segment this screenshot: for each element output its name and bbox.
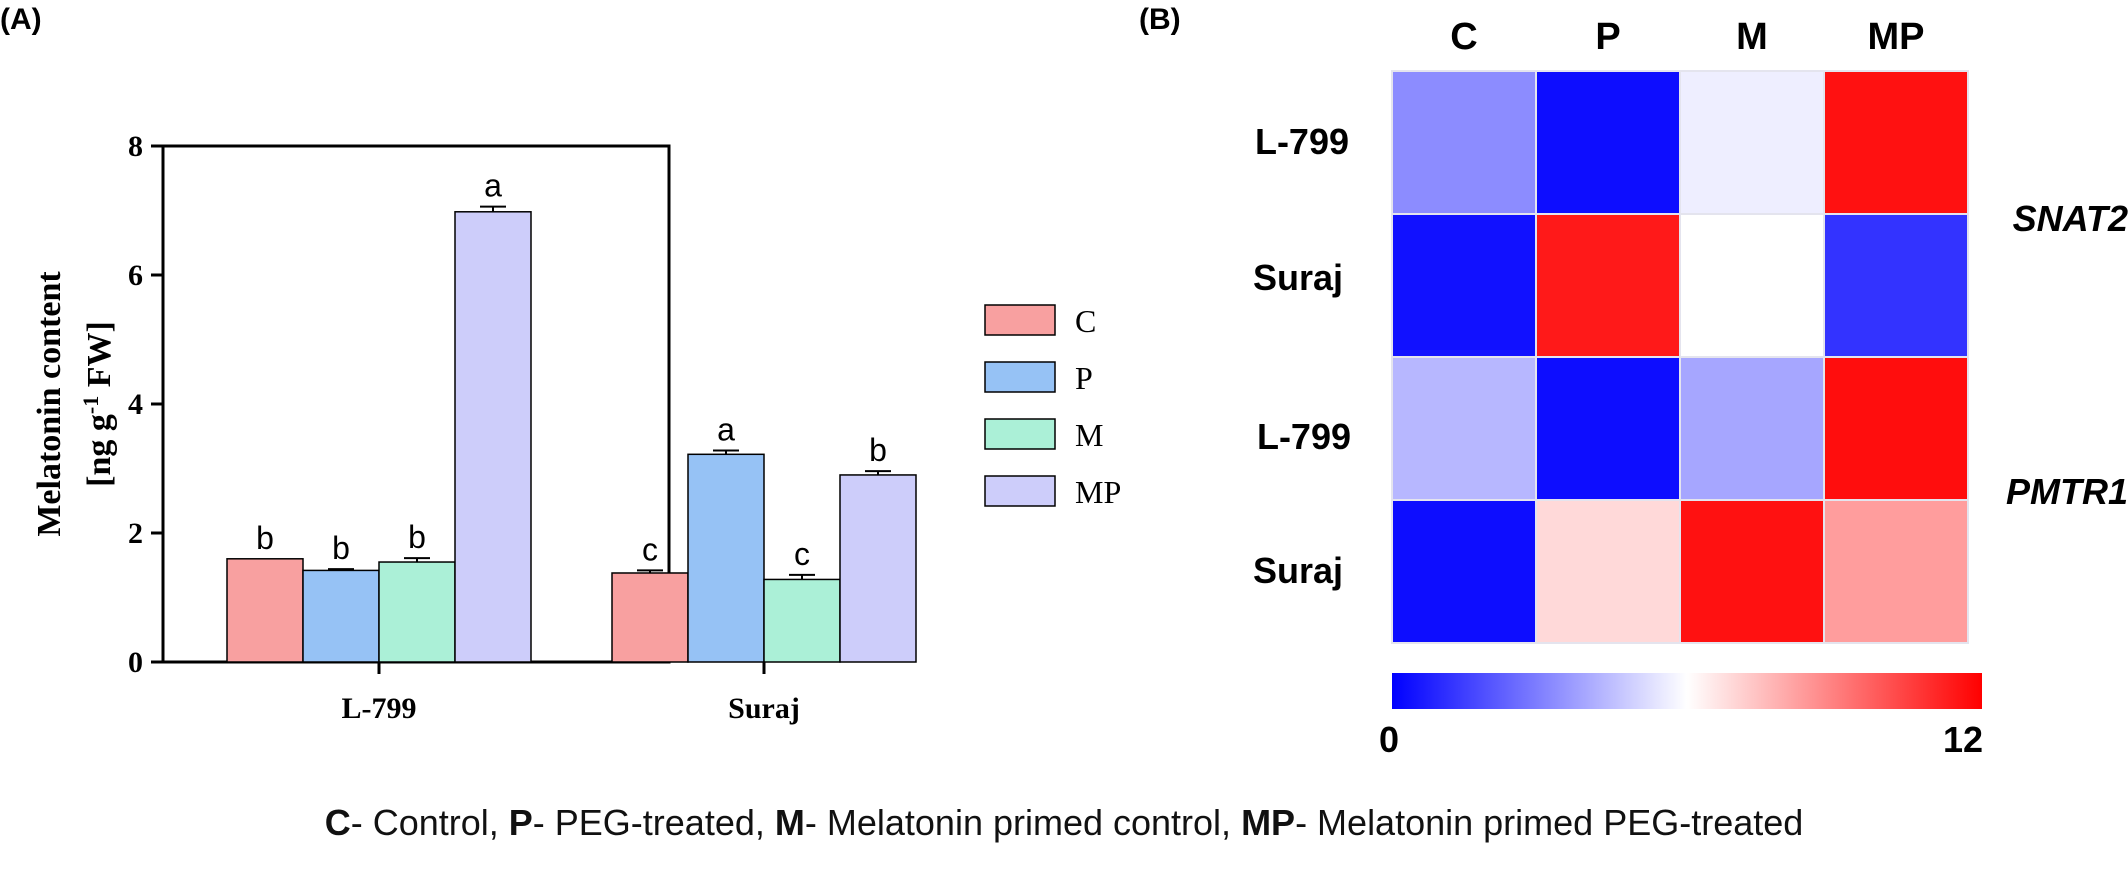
y-tick-label: 0 bbox=[128, 646, 143, 679]
caption-text: - PEG-treated, bbox=[532, 802, 775, 843]
significance-letter: b bbox=[256, 520, 274, 556]
caption-text: - Control, bbox=[350, 802, 509, 843]
legend-swatch-MP bbox=[984, 475, 1056, 507]
heatmap-gene-labels: SNAT2 PMTR1 bbox=[2006, 198, 2128, 512]
y-tick-label: 4 bbox=[128, 388, 143, 421]
heatmap-cell bbox=[1679, 356, 1825, 501]
legend-swatch-M bbox=[984, 418, 1056, 450]
heatmap-cell bbox=[1391, 499, 1537, 644]
bar-MP-L-799 bbox=[454, 211, 532, 663]
panel-a-label: (A) bbox=[0, 3, 42, 36]
significance-letter: b bbox=[332, 530, 350, 566]
legend-label-M: M bbox=[1075, 417, 1103, 453]
bar-M-L-799 bbox=[378, 561, 456, 663]
y-unit-open: [ng g bbox=[81, 414, 118, 487]
bar-series: b b b a c a c b bbox=[226, 168, 917, 663]
heatmap-cell bbox=[1679, 70, 1825, 215]
y-tick-label: 8 bbox=[128, 130, 143, 163]
caption-text: - Melatonin primed control, bbox=[804, 802, 1242, 843]
caption-key-MP: MP bbox=[1241, 802, 1296, 843]
significance-letter: c bbox=[794, 536, 810, 572]
panel-b-label: (B) bbox=[1139, 3, 1181, 36]
bar-MP-Suraj bbox=[839, 474, 917, 663]
significance-letter: a bbox=[484, 168, 502, 204]
legend: CPM MP bbox=[984, 303, 1121, 510]
y-tick-label: 2 bbox=[128, 517, 143, 550]
legend-label-P: P bbox=[1075, 360, 1093, 396]
heatmap-cell bbox=[1823, 356, 1969, 501]
legend-swatch-C bbox=[984, 304, 1056, 336]
heatmap-row-label: Suraj bbox=[1253, 550, 1343, 591]
caption-key-P: P bbox=[508, 802, 533, 843]
significance-letter: b bbox=[869, 432, 887, 468]
heatmap-row-label: Suraj bbox=[1253, 257, 1343, 298]
heatmap-cell bbox=[1679, 499, 1825, 644]
x-category-label: L-799 bbox=[342, 692, 417, 725]
bar-chart: 0 2 4 6 8 b b b a c a c b L-799 Suraj Melatonin cont… bbox=[31, 130, 1121, 725]
heatmap-row-label: L-799 bbox=[1255, 121, 1349, 162]
heatmap-cell bbox=[1679, 213, 1825, 358]
bar-M-Suraj bbox=[763, 578, 841, 663]
legend-label-C: C bbox=[1075, 303, 1096, 339]
bar-C-Suraj bbox=[611, 572, 689, 663]
x-axis: L-799 Suraj bbox=[342, 662, 800, 725]
x-category-label: Suraj bbox=[728, 692, 800, 725]
legend-swatch-P bbox=[984, 361, 1056, 393]
y-axis-title: Melatonin content bbox=[31, 271, 68, 537]
heatmap-cells bbox=[1391, 70, 1969, 644]
heatmap-row-label: L-799 bbox=[1257, 416, 1351, 457]
y-tick-label: 6 bbox=[128, 259, 143, 292]
heatmap-cell bbox=[1823, 499, 1969, 644]
heatmap-cell bbox=[1391, 70, 1537, 215]
y-unit-close: FW] bbox=[81, 321, 118, 396]
colorbar-max-label: 12 bbox=[1943, 719, 1983, 760]
heatmap-cell bbox=[1823, 213, 1969, 358]
bar-P-L-799 bbox=[302, 569, 380, 663]
heatmap-cell bbox=[1535, 356, 1681, 501]
heatmap-cell bbox=[1391, 213, 1537, 358]
colorbar-min-label: 0 bbox=[1379, 719, 1399, 760]
caption-text: - Melatonin primed PEG-treated bbox=[1295, 802, 1804, 843]
heatmap-cell bbox=[1535, 70, 1681, 215]
legend-label-MP: MP bbox=[1075, 474, 1121, 510]
heatmap-cell bbox=[1823, 70, 1969, 215]
bar-C-L-799 bbox=[226, 558, 304, 663]
heatmap-column-label: M bbox=[1736, 16, 1768, 58]
gene-label: SNAT2 bbox=[2013, 198, 2128, 239]
gene-label: PMTR1 bbox=[2006, 471, 2128, 512]
y-axis-unit: [ng g-1 FW] bbox=[78, 321, 119, 487]
heatmap-column-label: P bbox=[1595, 16, 1620, 58]
heatmap-row-labels: L-799 Suraj L-799 Suraj bbox=[1253, 121, 1351, 591]
heatmap-column-labels: C P M MP bbox=[1450, 16, 1924, 58]
significance-letter: b bbox=[408, 519, 426, 555]
colorbar bbox=[1392, 673, 1982, 709]
significance-letter: a bbox=[717, 411, 735, 447]
figure-caption: C- Control, P- PEG-treated, M- Melatonin… bbox=[0, 802, 2128, 844]
caption-key-M: M bbox=[774, 802, 805, 843]
heatmap-column-label: MP bbox=[1868, 16, 1925, 58]
heatmap-cell bbox=[1535, 499, 1681, 644]
y-unit-superscript: -1 bbox=[78, 396, 103, 414]
heatmap-column-label: C bbox=[1450, 16, 1477, 58]
significance-letter: c bbox=[642, 531, 658, 567]
caption-key-C: C bbox=[324, 802, 351, 843]
y-axis-ticks: 0 2 4 6 8 bbox=[128, 130, 163, 679]
bar-P-Suraj bbox=[687, 453, 765, 663]
heatmap-cell bbox=[1535, 213, 1681, 358]
heatmap-cell bbox=[1391, 356, 1537, 501]
